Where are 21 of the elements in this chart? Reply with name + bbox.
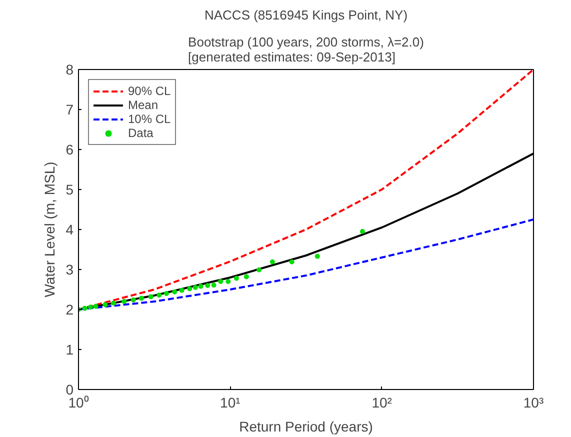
legend-label: Data [128, 126, 154, 140]
chart-subtitle: Bootstrap (100 years, 200 storms, λ=2.0) [generated estimates: 09-Sep-2013] [188, 34, 424, 64]
y-tick-label: 2 [66, 302, 74, 318]
y-tick-label: 6 [66, 142, 74, 158]
y-tick-label: 4 [66, 222, 74, 238]
x-tick-label: 10² [372, 394, 392, 410]
legend-label: 90% CL [128, 84, 171, 98]
chart-title: NACCS (8516945 Kings Point, NY) [204, 8, 408, 22]
y-tick-label: 1 [66, 342, 74, 358]
y-tick-label: 3 [66, 262, 74, 278]
y-axis-title: Water Level (m, MSL) [42, 162, 58, 298]
y-tick-label: 8 [66, 62, 74, 78]
legend-label: Mean [128, 98, 158, 112]
y-tick-label: 7 [66, 102, 74, 118]
x-tick-label: 10¹ [220, 394, 241, 410]
x-axis-title: Return Period (years) [239, 418, 373, 434]
y-tick-label: 0 [66, 382, 74, 398]
x-tick-label: 10³ [523, 394, 544, 410]
legend-label: 10% CL [128, 112, 171, 126]
x-tick-label: 10⁰ [68, 394, 89, 410]
y-tick-label: 5 [66, 182, 74, 198]
